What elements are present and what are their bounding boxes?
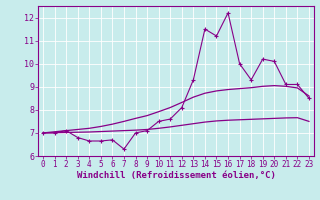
- X-axis label: Windchill (Refroidissement éolien,°C): Windchill (Refroidissement éolien,°C): [76, 171, 276, 180]
